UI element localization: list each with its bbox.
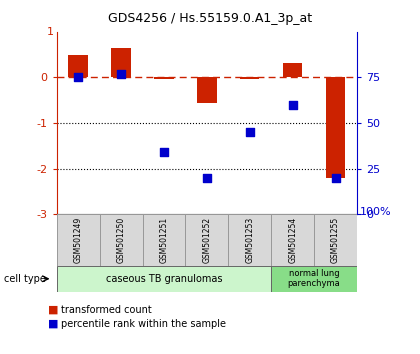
Point (160, 149, 167, 155)
Bar (271, 214, 314, 266)
Text: 1: 1 (47, 27, 54, 37)
Point (118, 71, 124, 76)
Point (247, 129, 253, 135)
Bar (68, 55, 88, 78)
Text: GSM501255: GSM501255 (331, 217, 340, 263)
Bar (111, 48, 131, 78)
Text: GSM501253: GSM501253 (245, 217, 254, 263)
Bar (326, 78, 345, 178)
Bar (240, 78, 260, 79)
Text: GSM501254: GSM501254 (288, 217, 297, 263)
Text: GSM501249: GSM501249 (74, 217, 83, 263)
Bar (283, 63, 302, 78)
Bar (57, 266, 271, 292)
Bar (271, 266, 357, 292)
Text: GSM501252: GSM501252 (202, 217, 211, 263)
Point (289, 102, 296, 108)
Point (332, 175, 339, 181)
Text: ■: ■ (48, 305, 59, 315)
Text: GDS4256 / Hs.55159.0.A1_3p_at: GDS4256 / Hs.55159.0.A1_3p_at (108, 12, 312, 25)
Bar (154, 78, 173, 79)
Bar (228, 214, 271, 266)
Text: percentile rank within the sample: percentile rank within the sample (61, 319, 226, 329)
Bar (57, 214, 100, 266)
Bar (197, 78, 216, 103)
Bar (142, 214, 185, 266)
Text: GSM501251: GSM501251 (160, 217, 168, 263)
Text: caseous TB granulomas: caseous TB granulomas (106, 274, 222, 284)
Bar (100, 214, 142, 266)
Text: ■: ■ (48, 319, 59, 329)
Text: GSM501250: GSM501250 (117, 217, 126, 263)
Point (75, 75, 81, 80)
Point (204, 175, 210, 181)
Text: normal lung
parenchyma: normal lung parenchyma (288, 269, 341, 289)
Text: 100%: 100% (360, 207, 391, 217)
Text: cell type: cell type (4, 274, 46, 284)
Text: transformed count: transformed count (61, 305, 152, 315)
Bar (314, 214, 357, 266)
Bar (185, 214, 228, 266)
